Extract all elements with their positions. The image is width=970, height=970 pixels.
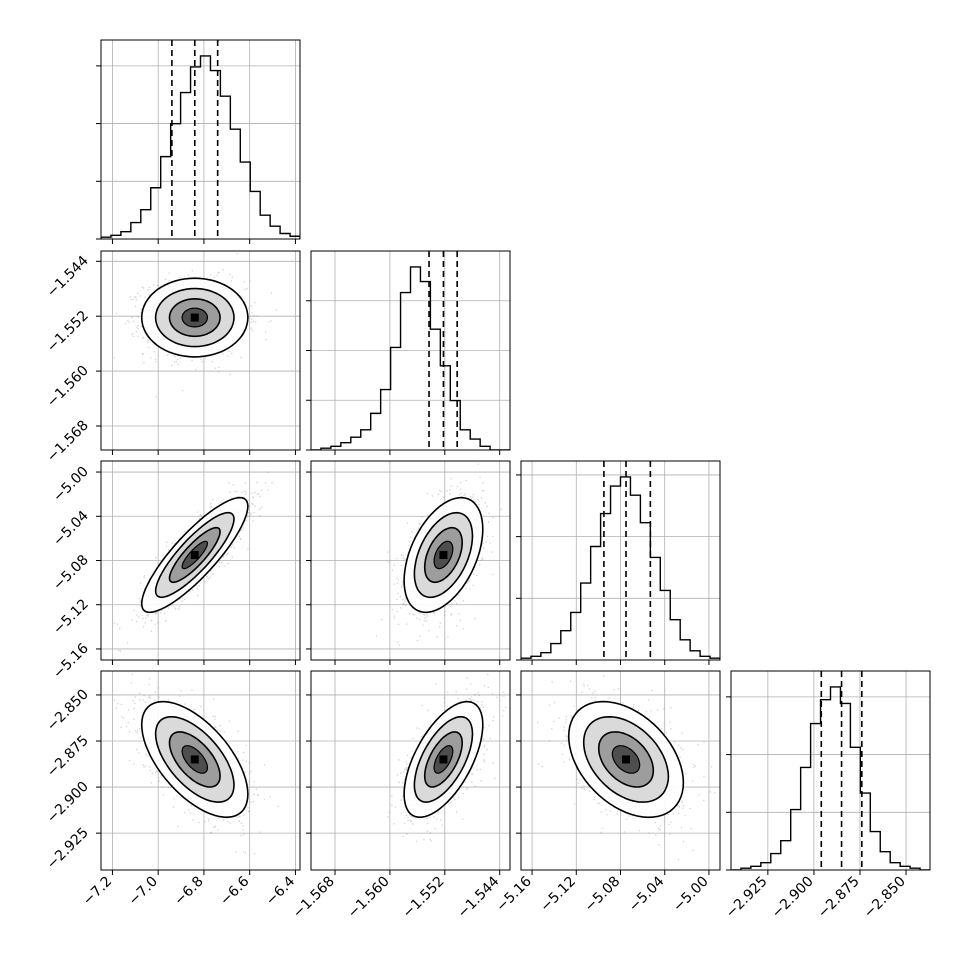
histogram-1 (311, 266, 510, 450)
ytick-label: −1.568 (44, 417, 92, 465)
peak-marker (439, 755, 448, 764)
ytick-label: −5.16 (50, 640, 92, 682)
xtick-label: −6.8 (171, 874, 206, 909)
panel-frame (100, 250, 301, 451)
ytick-label: −5.08 (50, 552, 92, 594)
panel-2-2 (516, 460, 721, 665)
panel-3-3: −2.925−2.900−2.875−2.850 (723, 670, 931, 922)
panel-frame (730, 670, 931, 871)
xtick-label: −5.16 (493, 873, 535, 915)
ytick-label: −2.850 (44, 686, 92, 734)
scatter-3-0 (113, 673, 279, 855)
panel-frame (100, 670, 301, 871)
xtick-label: −2.875 (815, 874, 863, 922)
xtick-label: −2.850 (861, 874, 909, 922)
ytick-label: −2.900 (44, 779, 92, 827)
xtick-label: −1.568 (290, 874, 338, 922)
xtick-label: −5.12 (537, 874, 579, 916)
panel-2-0: −5.16−5.12−5.08−5.04−5.00 (50, 460, 301, 682)
xtick-label: −2.925 (723, 874, 771, 922)
scatter-points (375, 463, 502, 646)
xtick-label: −1.552 (400, 874, 448, 922)
panel-frame (310, 670, 511, 871)
ytick-label: −5.12 (50, 596, 92, 638)
xtick-label: −7.2 (80, 874, 115, 909)
xtick-label: −7.0 (126, 874, 161, 909)
ytick-label: −1.560 (44, 363, 92, 411)
ytick-label: −2.875 (44, 733, 92, 781)
scatter-2-1 (375, 463, 502, 646)
panel-frame (310, 250, 511, 451)
ytick-label: −1.544 (44, 253, 92, 301)
xtick-label: −5.08 (582, 874, 624, 916)
panel-3-2: −5.16 −5.12 −5.08 −5.04 −5.00 (493, 670, 721, 916)
histogram-0 (101, 55, 300, 239)
peak-marker (439, 550, 448, 559)
xtick-label: −1.560 (345, 874, 393, 922)
panel-frame (100, 39, 301, 240)
peak-marker (190, 755, 199, 764)
ytick-label: −2.925 (44, 825, 92, 873)
scatter-3-2 (537, 675, 716, 861)
xtick-label: −6.4 (263, 873, 298, 908)
xtick-label: −6.6 (217, 873, 252, 908)
scatter-2-0 (113, 471, 273, 652)
panel-2-1 (306, 460, 511, 665)
ytick-label: −1.552 (44, 308, 92, 356)
peak-marker (190, 313, 199, 322)
panel-3-0: −7.2 −7.0 −6.8 −6.6 −6.4 −2.925−2.900−2.875−2… (44, 670, 301, 909)
histogram-2 (521, 476, 720, 660)
histogram-3 (731, 686, 930, 870)
xtick-label: −1.544 (455, 873, 503, 921)
panel-3-1: −1.568 −1.560 −1.552 −1.544 (290, 670, 511, 922)
ytick-label: −5.00 (50, 464, 92, 506)
xtick-label: −5.04 (626, 873, 668, 915)
panel-1-1 (306, 250, 511, 455)
ytick-label: −5.04 (50, 508, 92, 550)
scatter-1-0 (113, 253, 278, 398)
panel-1-0: −1.568 −1.560 −1.552 −1.544 (44, 250, 301, 465)
peak-marker (190, 550, 199, 559)
scatter-3-1 (387, 673, 507, 842)
xtick-label: −2.900 (769, 874, 817, 922)
peak-marker (622, 755, 631, 764)
xtick-label: −5.00 (670, 874, 712, 916)
panel-0-0 (96, 39, 301, 244)
